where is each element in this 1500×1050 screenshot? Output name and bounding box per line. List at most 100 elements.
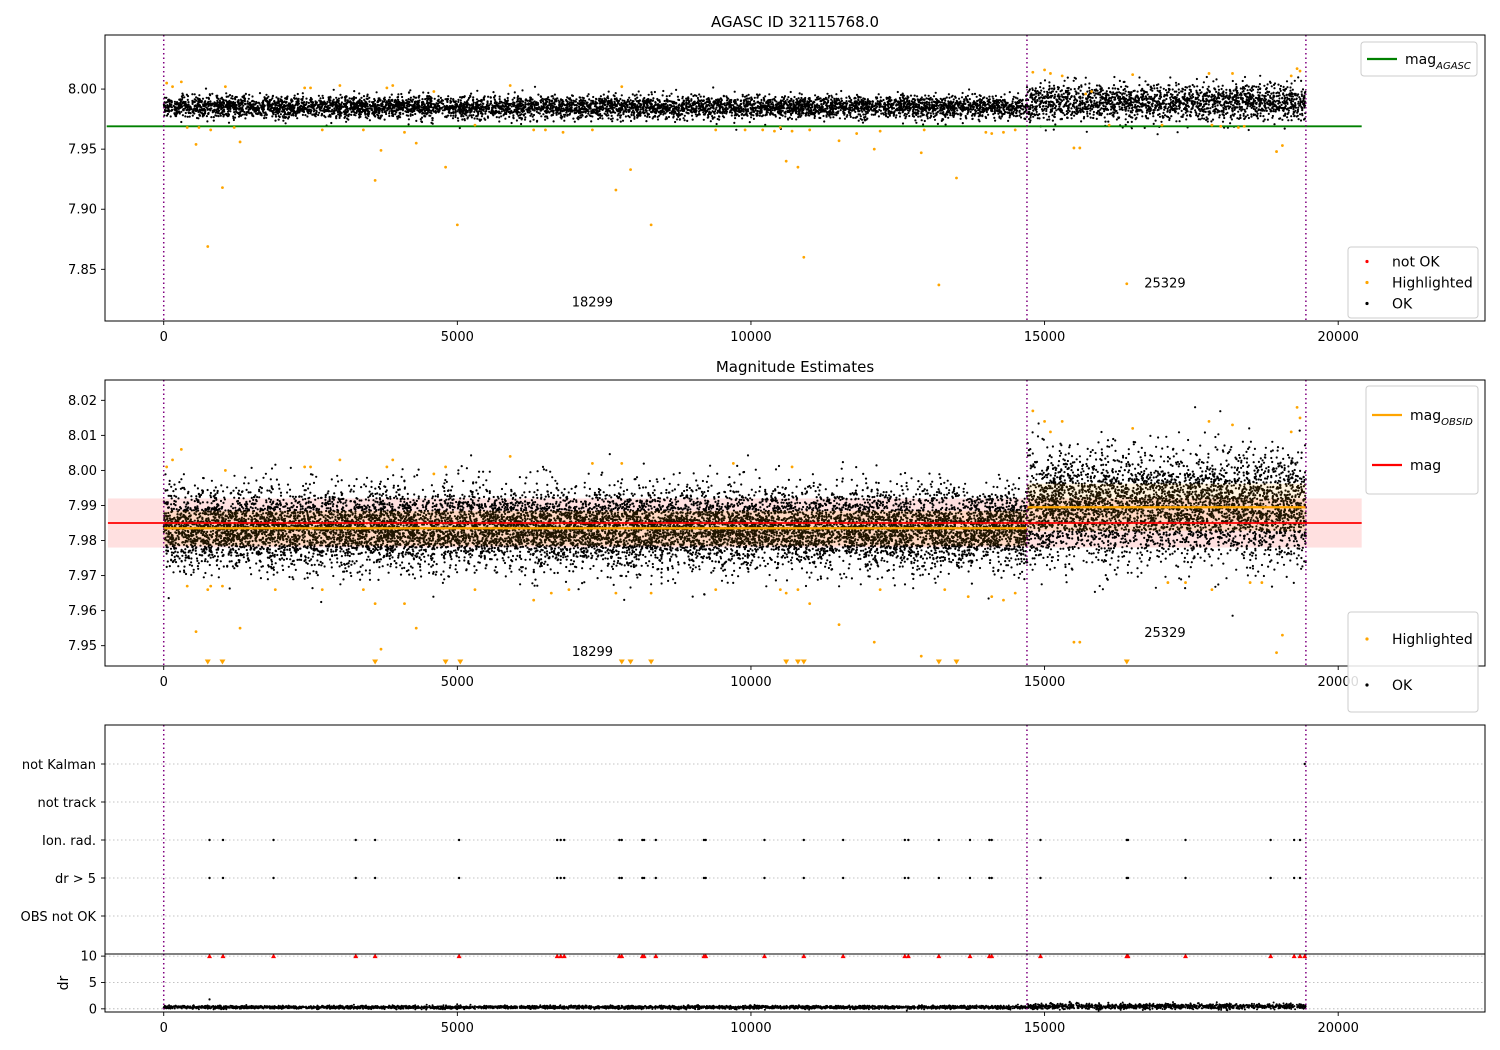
ok-point: [164, 106, 167, 109]
ok-point: [170, 106, 173, 109]
ok-point: [280, 95, 283, 98]
ok-point: [337, 99, 340, 102]
ok-point: [315, 109, 318, 112]
ok-point: [461, 118, 464, 121]
ok-point: [683, 114, 686, 117]
ok-point: [332, 88, 335, 91]
ok-point: [526, 109, 529, 112]
ok-point: [568, 112, 572, 115]
ok-point: [631, 93, 634, 96]
ok-point: [609, 118, 613, 121]
ok-point: [223, 110, 226, 113]
ok-point: [409, 96, 412, 99]
ok-point: [668, 106, 672, 110]
ok-point: [756, 106, 759, 109]
ok-point: [666, 99, 669, 102]
ok-point: [640, 103, 643, 106]
ok-point: [694, 113, 698, 116]
ok-point: [397, 114, 400, 117]
ok-point: [920, 96, 923, 99]
ok-point: [724, 104, 727, 107]
ok-point: [827, 96, 830, 99]
ok-point: [914, 108, 917, 111]
ok-point: [419, 118, 422, 121]
ok-point: [781, 109, 784, 112]
ok-point: [687, 106, 690, 109]
ok-point: [238, 108, 241, 111]
ok-point: [859, 117, 862, 120]
ok-point: [449, 114, 452, 117]
ok-point: [739, 99, 743, 102]
ok-point: [625, 110, 628, 113]
ok-point: [998, 115, 1001, 118]
ok-point: [604, 107, 607, 110]
ok-point: [792, 99, 795, 102]
ok-point: [366, 103, 369, 106]
ok-point: [637, 112, 640, 115]
ok-point: [703, 113, 706, 116]
ok-point: [286, 107, 289, 110]
ok-point: [318, 111, 321, 114]
ok-point: [853, 109, 856, 112]
ok-point: [360, 96, 363, 99]
ok-point: [995, 103, 998, 106]
ok-point: [577, 111, 581, 115]
ok-point: [833, 97, 836, 100]
ok-point: [195, 116, 199, 120]
ok-point: [282, 119, 285, 122]
ok-point: [601, 108, 604, 111]
ok-point: [566, 103, 569, 106]
ok-point: [927, 94, 930, 97]
ok-point: [699, 107, 702, 110]
ok-point: [247, 97, 250, 100]
ok-point: [522, 113, 525, 116]
ok-point: [663, 99, 666, 103]
ok-point: [639, 108, 643, 111]
ok-point: [381, 111, 384, 114]
ok-point: [619, 97, 622, 101]
ok-point: [894, 98, 897, 101]
ok-point: [515, 119, 519, 122]
ok-point: [552, 120, 555, 123]
ok-point: [812, 100, 816, 103]
ok-point: [849, 115, 852, 118]
ok-point: [621, 119, 625, 122]
ok-point: [528, 111, 531, 114]
ok-point: [306, 115, 309, 118]
ok-point: [545, 115, 549, 118]
ok-point: [913, 94, 916, 97]
ok-point: [420, 116, 424, 119]
ok-point: [516, 112, 519, 116]
ok-point: [214, 114, 217, 117]
ok-point: [722, 108, 726, 111]
ok-point: [937, 104, 940, 107]
ok-point: [430, 109, 433, 112]
ok-point: [546, 97, 549, 100]
ok-point: [653, 108, 656, 111]
ok-point: [617, 108, 620, 111]
ok-point: [1019, 116, 1023, 119]
ok-point: [488, 110, 491, 113]
ok-point: [414, 112, 417, 116]
ok-point: [489, 96, 492, 99]
ok-point: [778, 116, 781, 120]
ok-point: [337, 111, 340, 114]
ok-point: [949, 112, 952, 115]
ok-point: [925, 97, 928, 100]
ok-point: [969, 110, 972, 113]
ok-point: [1003, 109, 1006, 112]
ok-point: [422, 101, 425, 104]
ok-point: [261, 103, 264, 106]
ok-point: [712, 86, 715, 89]
ok-point: [191, 114, 194, 117]
ok-point: [284, 107, 287, 110]
agasc-panel-title: AGASC ID 32115768.0: [711, 13, 879, 31]
ok-point: [208, 108, 211, 111]
ok-point: [788, 116, 792, 119]
ok-point: [523, 118, 527, 121]
ok-point: [506, 100, 509, 103]
ok-point: [807, 112, 810, 115]
ok-point: [582, 107, 585, 110]
ok-point: [707, 103, 710, 106]
ok-point: [865, 118, 868, 121]
